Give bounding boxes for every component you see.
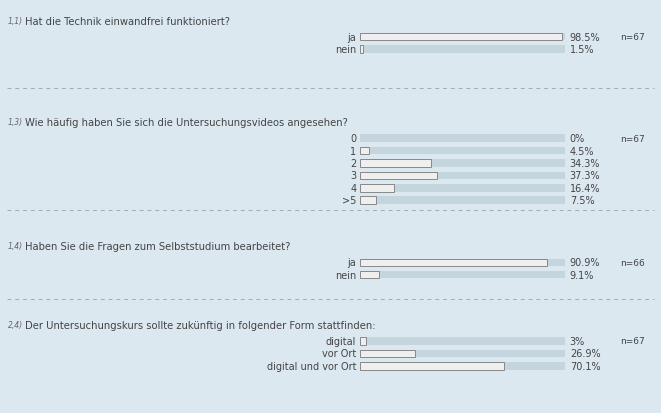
Text: n=67: n=67 xyxy=(620,337,644,346)
FancyBboxPatch shape xyxy=(360,259,547,266)
Text: nein: nein xyxy=(335,270,356,280)
FancyBboxPatch shape xyxy=(360,337,565,345)
Text: 1,3): 1,3) xyxy=(8,118,23,127)
FancyBboxPatch shape xyxy=(360,259,565,266)
FancyBboxPatch shape xyxy=(360,34,562,41)
Text: 0%: 0% xyxy=(570,134,585,144)
Text: 7.5%: 7.5% xyxy=(570,196,594,206)
FancyBboxPatch shape xyxy=(360,197,375,204)
Text: 98.5%: 98.5% xyxy=(570,33,600,43)
FancyBboxPatch shape xyxy=(360,172,437,180)
Text: 70.1%: 70.1% xyxy=(570,361,600,371)
FancyBboxPatch shape xyxy=(360,350,415,357)
Text: 90.9%: 90.9% xyxy=(570,258,600,268)
FancyBboxPatch shape xyxy=(360,147,369,155)
Text: nein: nein xyxy=(335,45,356,55)
Text: n=67: n=67 xyxy=(620,134,644,143)
Text: 0: 0 xyxy=(350,134,356,144)
FancyBboxPatch shape xyxy=(360,160,430,167)
Text: >5: >5 xyxy=(342,196,356,206)
FancyBboxPatch shape xyxy=(360,185,394,192)
Text: 34.3%: 34.3% xyxy=(570,159,600,169)
FancyBboxPatch shape xyxy=(360,160,565,167)
Text: 9.1%: 9.1% xyxy=(570,270,594,280)
FancyBboxPatch shape xyxy=(360,337,366,345)
Text: 2: 2 xyxy=(350,159,356,169)
Text: ja: ja xyxy=(348,258,356,268)
Text: 37.3%: 37.3% xyxy=(570,171,600,181)
FancyBboxPatch shape xyxy=(360,135,565,142)
Text: 2,4): 2,4) xyxy=(8,320,23,329)
FancyBboxPatch shape xyxy=(360,362,565,370)
Text: 1,4): 1,4) xyxy=(8,242,23,251)
FancyBboxPatch shape xyxy=(360,46,565,54)
FancyBboxPatch shape xyxy=(360,350,565,357)
Text: 1,1): 1,1) xyxy=(8,17,23,26)
Text: digital: digital xyxy=(326,336,356,346)
Text: n=67: n=67 xyxy=(620,33,644,42)
Text: 4: 4 xyxy=(350,183,356,193)
FancyBboxPatch shape xyxy=(360,197,565,204)
FancyBboxPatch shape xyxy=(360,147,565,155)
Text: 1.5%: 1.5% xyxy=(570,45,594,55)
Text: n=66: n=66 xyxy=(620,258,644,267)
FancyBboxPatch shape xyxy=(360,271,379,279)
Text: 3: 3 xyxy=(350,171,356,181)
FancyBboxPatch shape xyxy=(360,362,504,370)
FancyBboxPatch shape xyxy=(360,185,565,192)
Text: Wie häufig haben Sie sich die Untersuchungsvideos angesehen?: Wie häufig haben Sie sich die Untersuchu… xyxy=(25,118,348,128)
FancyBboxPatch shape xyxy=(360,271,565,279)
FancyBboxPatch shape xyxy=(360,172,565,180)
FancyBboxPatch shape xyxy=(360,46,364,54)
Text: 1: 1 xyxy=(350,146,356,156)
Text: vor Ort: vor Ort xyxy=(322,349,356,358)
Text: digital und vor Ort: digital und vor Ort xyxy=(267,361,356,371)
Text: 26.9%: 26.9% xyxy=(570,349,600,358)
FancyBboxPatch shape xyxy=(360,34,565,41)
Text: 16.4%: 16.4% xyxy=(570,183,600,193)
Text: Der Untersuchungskurs sollte zukünftig in folgender Form stattfinden:: Der Untersuchungskurs sollte zukünftig i… xyxy=(25,320,375,330)
Text: Hat die Technik einwandfrei funktioniert?: Hat die Technik einwandfrei funktioniert… xyxy=(25,17,230,26)
Text: 4.5%: 4.5% xyxy=(570,146,594,156)
Text: Haben Sie die Fragen zum Selbststudium bearbeitet?: Haben Sie die Fragen zum Selbststudium b… xyxy=(25,242,290,252)
Text: 3%: 3% xyxy=(570,336,585,346)
Text: ja: ja xyxy=(348,33,356,43)
